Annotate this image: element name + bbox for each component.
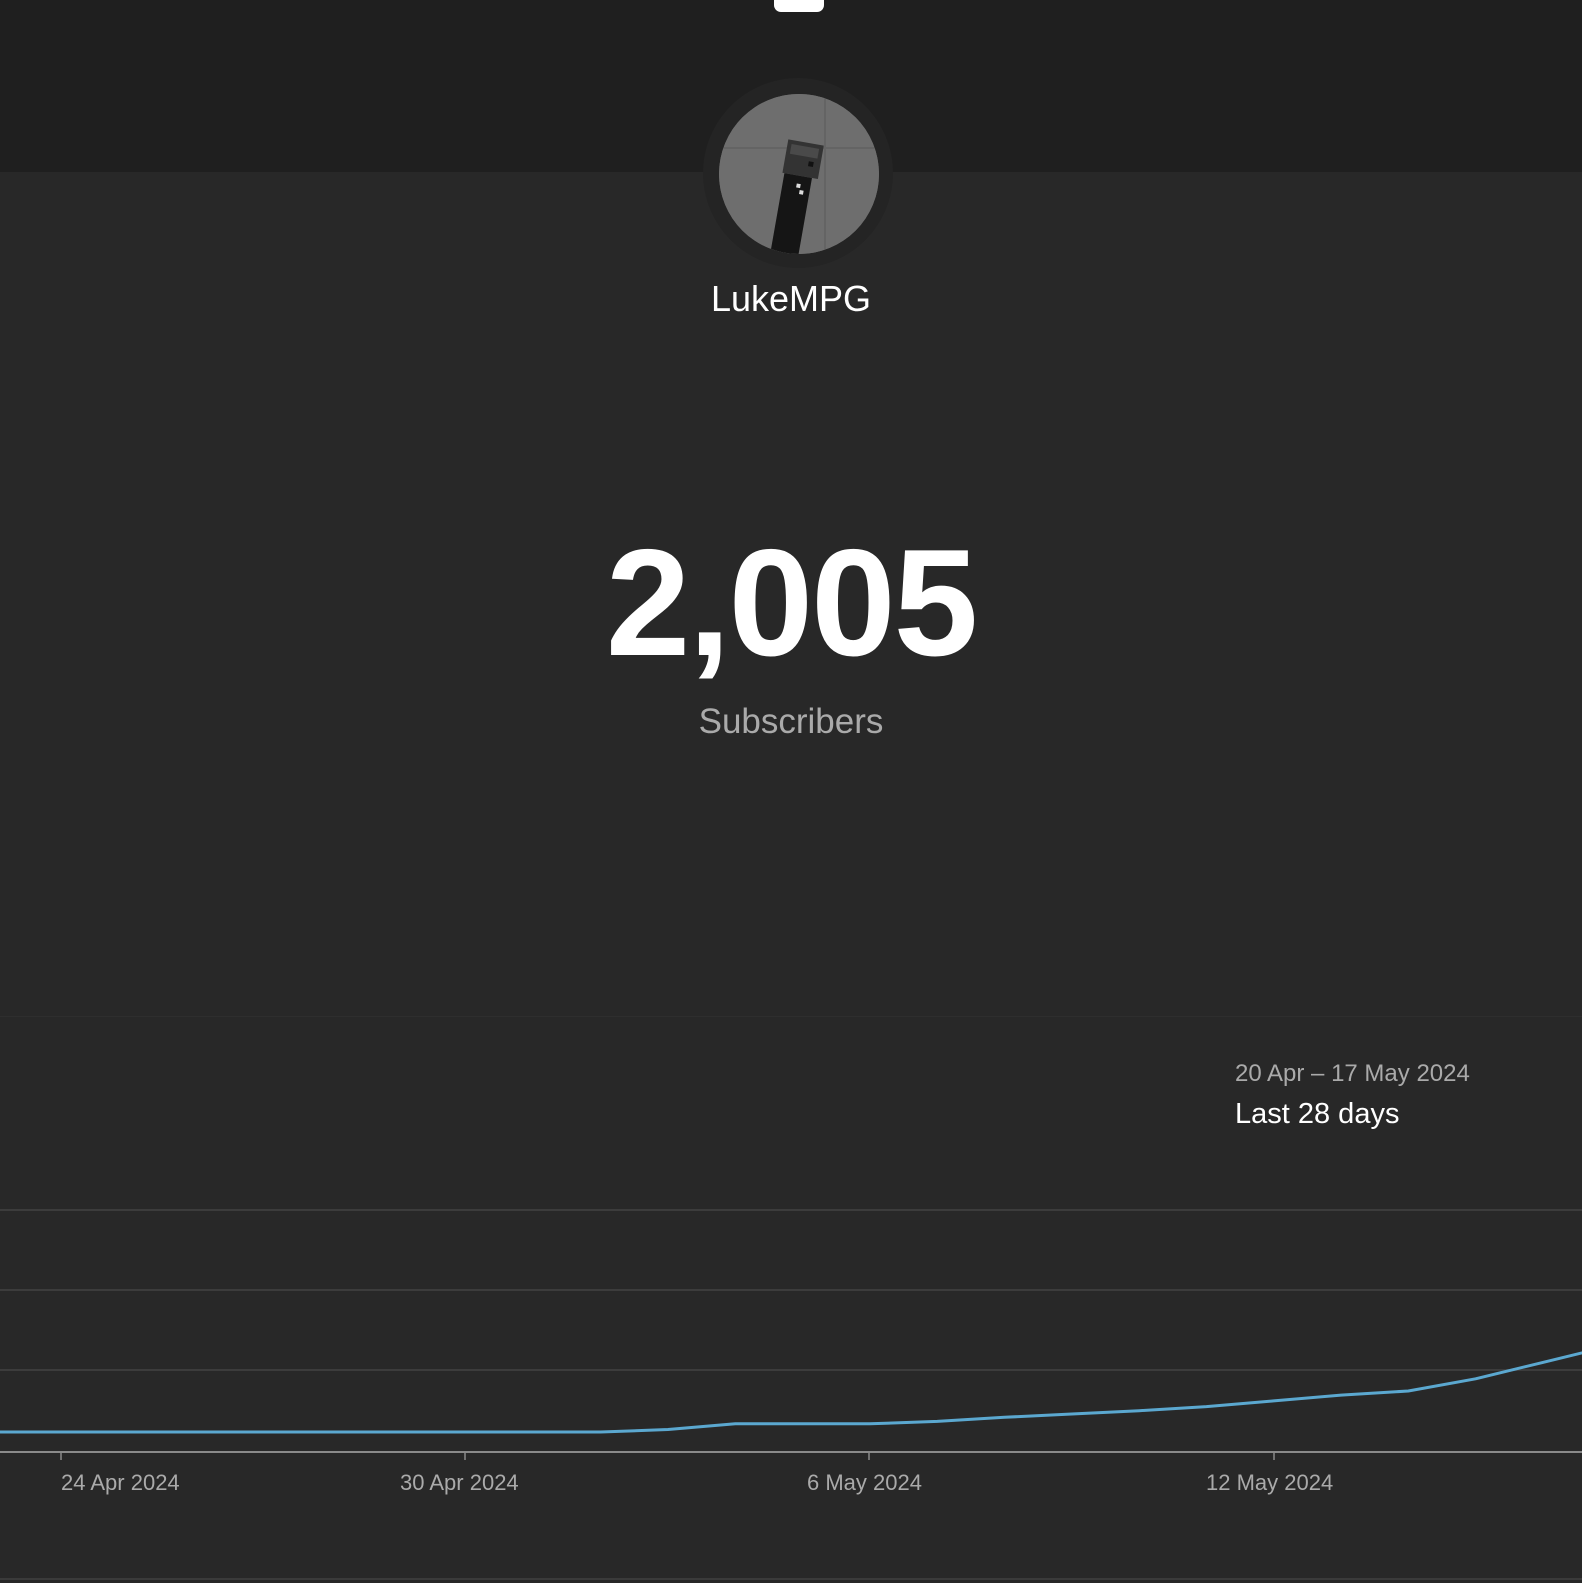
channel-name: LukeMPG <box>710 278 872 319</box>
x-tick-label: 12 May 2024 <box>1206 1470 1334 1495</box>
date-range: 20 Apr – 17 May 2024 <box>1235 1060 1470 1087</box>
x-tick-label: 6 May 2024 <box>807 1470 922 1495</box>
subscriber-series-line[interactable] <box>0 1260 1582 1434</box>
avatar[interactable] <box>719 94 879 254</box>
bottom-divider <box>0 1578 1582 1580</box>
app-logo-icon <box>774 0 824 12</box>
avatar-image <box>719 94 879 254</box>
period-label: Last 28 days <box>1235 1098 1400 1130</box>
x-tick-label: 30 Apr 2024 <box>400 1470 519 1495</box>
subscriber-label: Subscribers <box>698 702 884 741</box>
subscriber-line-chart[interactable] <box>0 1180 1582 1460</box>
x-tick-label: 24 Apr 2024 <box>61 1470 180 1495</box>
subscriber-count: 2,005 <box>605 518 978 688</box>
chart-panel <box>0 1016 1582 1583</box>
